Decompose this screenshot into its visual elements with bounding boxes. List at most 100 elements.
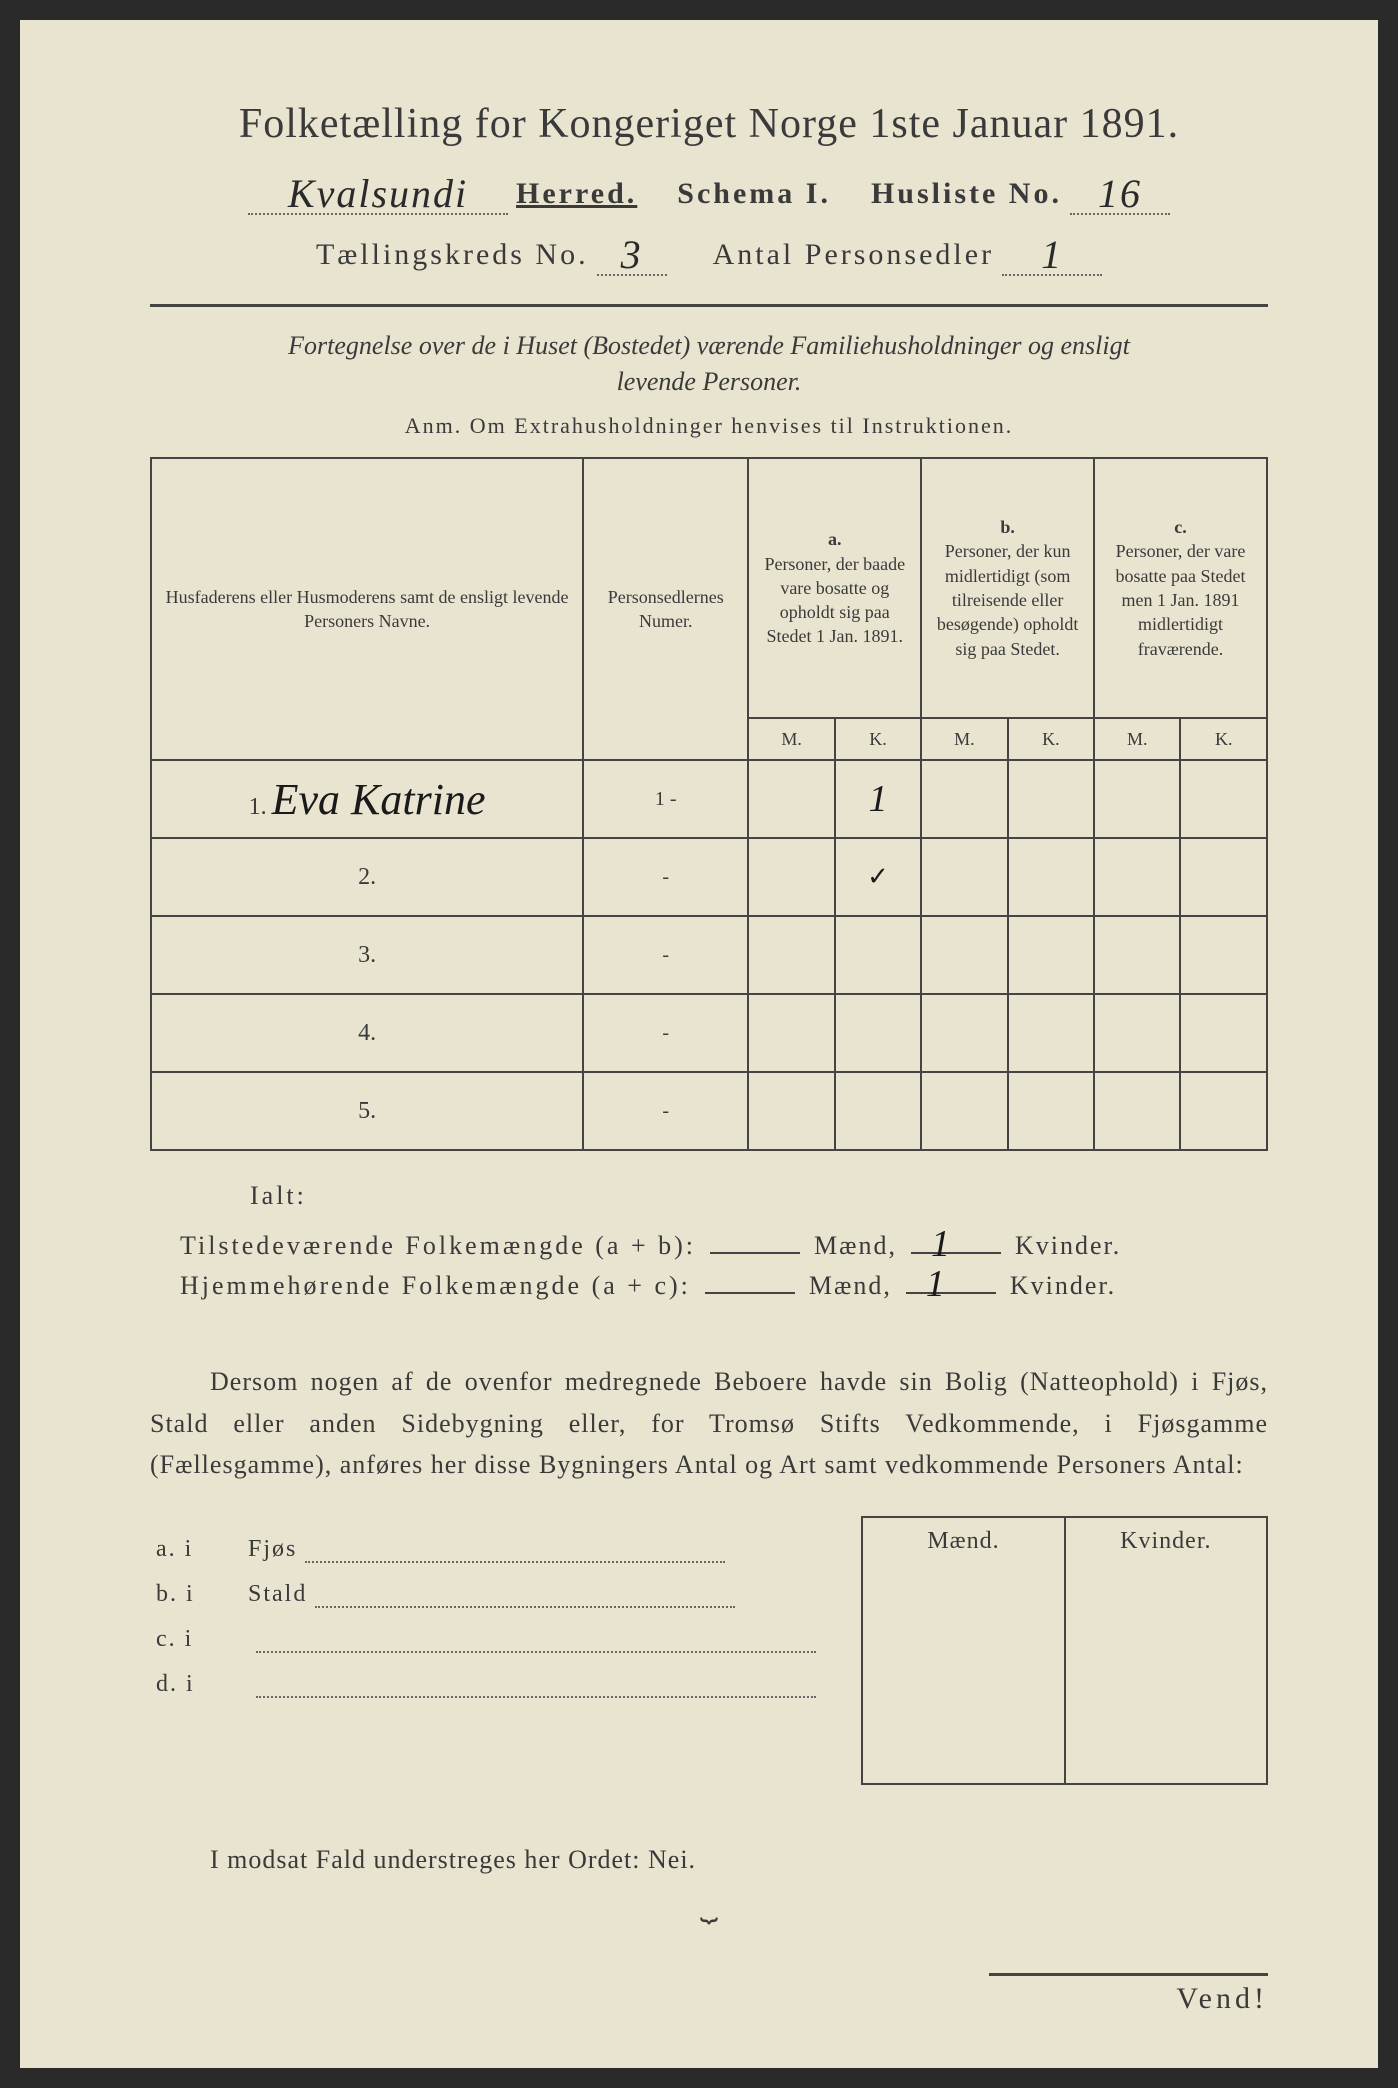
subtitle-1: Fortegnelse over de i Huset (Bostedet) v… bbox=[150, 331, 1268, 361]
row-a-m bbox=[748, 760, 834, 838]
maend-label-2: Mænd, bbox=[809, 1271, 892, 1301]
row-c-m bbox=[1094, 838, 1180, 916]
table-row: 1. Eva Katrine1 -1 bbox=[151, 760, 1267, 838]
row-name-cell: 4. bbox=[151, 994, 583, 1072]
sidebyg-mk-box: Mænd. Kvinder. bbox=[861, 1516, 1268, 1785]
mk-k-col bbox=[1066, 1565, 1266, 1783]
row-a-m bbox=[748, 838, 834, 916]
subtitle-2: levende Personer. bbox=[150, 367, 1268, 397]
row-c-k bbox=[1180, 760, 1267, 838]
summary2-m-field bbox=[705, 1292, 795, 1294]
sidebyg-row-c: c. i bbox=[152, 1618, 839, 1661]
sidebyg-row-b: b. i Stald bbox=[152, 1573, 839, 1616]
col-c-letter: c. bbox=[1101, 515, 1260, 539]
col-b-m: M. bbox=[921, 718, 1007, 760]
kvinder-label-1: Kvinder. bbox=[1015, 1231, 1121, 1261]
summary2-k-field: 1 bbox=[906, 1292, 996, 1294]
antal-value: 1 bbox=[1041, 232, 1063, 277]
row-b-m bbox=[921, 838, 1007, 916]
row-a-m bbox=[748, 994, 834, 1072]
summary1-k: 1 bbox=[931, 1222, 952, 1266]
col-c-k: K. bbox=[1180, 718, 1267, 760]
col-b-k: K. bbox=[1008, 718, 1094, 760]
census-form-page: Folketælling for Kongeriget Norge 1ste J… bbox=[20, 20, 1378, 2068]
husliste-label: Husliste No. bbox=[871, 177, 1062, 211]
sidebyg-b-label: Stald bbox=[248, 1581, 307, 1607]
col-b-letter: b. bbox=[928, 515, 1087, 539]
sidebyg-c: c. i bbox=[152, 1618, 242, 1661]
husliste-no-field: 16 bbox=[1070, 166, 1170, 215]
row-a-k bbox=[835, 1072, 921, 1150]
header-row-1: Kvalsundi Herred. Schema I. Husliste No.… bbox=[150, 166, 1268, 215]
table-row: 3. - bbox=[151, 916, 1267, 994]
col-head-sedler: Personsedlernes Numer. bbox=[583, 458, 748, 760]
sidebyg-list: a. i Fjøs b. i Stald c. i d. i bbox=[150, 1516, 841, 1708]
col-a-letter: a. bbox=[755, 527, 914, 551]
sidebyg-a: a. i bbox=[152, 1528, 242, 1571]
bracket-icon: ⏟ bbox=[150, 1889, 1268, 1923]
mk-maend: Mænd. bbox=[863, 1518, 1065, 1565]
row-c-k bbox=[1180, 916, 1267, 994]
row-b-m bbox=[921, 1072, 1007, 1150]
mk-body bbox=[861, 1565, 1268, 1785]
table-row: 5. - bbox=[151, 1072, 1267, 1150]
row-a-k: 1 bbox=[835, 760, 921, 838]
row-a-k: ✓ bbox=[835, 838, 921, 916]
sidebyg-section: a. i Fjøs b. i Stald c. i d. i bbox=[150, 1516, 1268, 1785]
col-head-b: b. Personer, der kun midlertidigt (som t… bbox=[921, 458, 1094, 718]
summary2-label: Hjemmehørende Folkemængde (a + c): bbox=[180, 1271, 691, 1301]
dots-c bbox=[256, 1651, 816, 1653]
tellingskreds-field: 3 bbox=[597, 227, 667, 276]
divider bbox=[150, 304, 1268, 307]
row-sedler: - bbox=[583, 994, 748, 1072]
dots-d bbox=[256, 1696, 816, 1698]
row-c-k bbox=[1180, 994, 1267, 1072]
row-a-m bbox=[748, 1072, 834, 1150]
table-row: 4. - bbox=[151, 994, 1267, 1072]
summary1-k-field: 1 bbox=[911, 1252, 1001, 1254]
row-b-m bbox=[921, 760, 1007, 838]
row-c-m bbox=[1094, 760, 1180, 838]
district-field: Kvalsundi bbox=[248, 166, 508, 215]
vend-label: Vend! bbox=[989, 1973, 1269, 2016]
antal-field: 1 bbox=[1002, 227, 1102, 276]
dots-a bbox=[305, 1561, 725, 1563]
col-c-m: M. bbox=[1094, 718, 1180, 760]
col1-text: Husfaderens eller Husmoderens samt de en… bbox=[166, 587, 569, 631]
district-handwritten: Kvalsundi bbox=[288, 171, 468, 216]
row-sedler: - bbox=[583, 838, 748, 916]
herred-label: Herred. bbox=[516, 177, 637, 211]
row-b-m bbox=[921, 916, 1007, 994]
col-a-text: Personer, der baade vare bosatte og opho… bbox=[755, 552, 914, 649]
sidebyg-row-a: a. i Fjøs bbox=[152, 1528, 839, 1571]
ialt-label: Ialt: bbox=[250, 1181, 1268, 1211]
nei-line: I modsat Fald understreges her Ordet: Ne… bbox=[210, 1845, 1268, 1875]
row-name-cell: 1. Eva Katrine bbox=[151, 760, 583, 838]
row-b-k bbox=[1008, 994, 1094, 1072]
row-name-cell: 5. bbox=[151, 1072, 583, 1150]
row-sedler: - bbox=[583, 916, 748, 994]
summary1-label: Tilstedeværende Folkemængde (a + b): bbox=[180, 1231, 696, 1261]
row-b-m bbox=[921, 994, 1007, 1072]
mk-m-col bbox=[863, 1565, 1065, 1783]
kvinder-label-2: Kvinder. bbox=[1010, 1271, 1116, 1301]
col-head-a: a. Personer, der baade vare bosatte og o… bbox=[748, 458, 921, 718]
row-c-m bbox=[1094, 994, 1180, 1072]
sidebyg-d: d. i bbox=[152, 1663, 242, 1706]
col-b-text: Personer, der kun midlertidigt (som tilr… bbox=[928, 539, 1087, 660]
row-c-m bbox=[1094, 916, 1180, 994]
row-name-cell: 3. bbox=[151, 916, 583, 994]
row-a-m bbox=[748, 916, 834, 994]
main-table: Husfaderens eller Husmoderens samt de en… bbox=[150, 457, 1268, 1151]
col-head-names: Husfaderens eller Husmoderens samt de en… bbox=[151, 458, 583, 760]
sidebyg-row-d: d. i bbox=[152, 1663, 839, 1706]
header-row-2: Tællingskreds No. 3 Antal Personsedler 1 bbox=[150, 227, 1268, 276]
sidebyg-table: a. i Fjøs b. i Stald c. i d. i bbox=[150, 1526, 841, 1708]
row-a-k bbox=[835, 994, 921, 1072]
antal-label: Antal Personsedler bbox=[713, 238, 994, 272]
row-a-k bbox=[835, 916, 921, 994]
husliste-no: 16 bbox=[1098, 171, 1142, 216]
table-row: 2. -✓ bbox=[151, 838, 1267, 916]
summary-line-2: Hjemmehørende Folkemængde (a + c): Mænd,… bbox=[180, 1271, 1268, 1301]
row-b-k bbox=[1008, 916, 1094, 994]
